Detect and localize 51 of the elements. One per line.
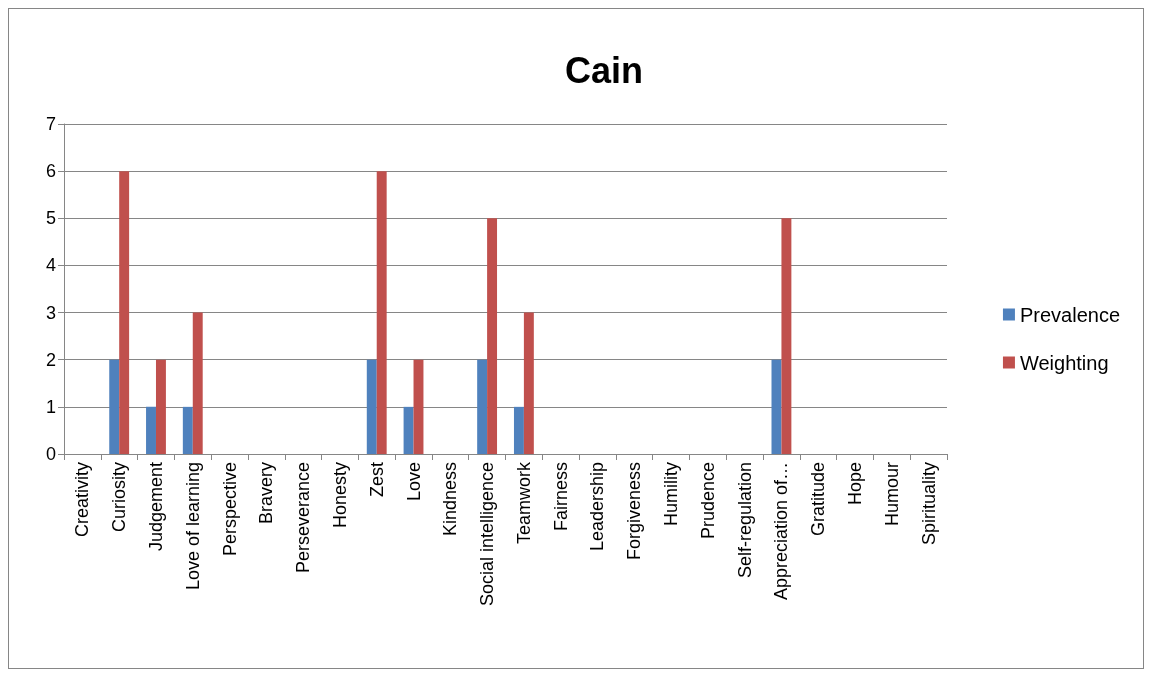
chart-title: Cain: [564, 49, 644, 91]
bar: [771, 359, 782, 454]
bar: [781, 218, 792, 454]
bar: [513, 406, 524, 454]
bar: [119, 171, 130, 454]
legend-label: Prevalence: [1019, 303, 1120, 326]
x-tick-label: Humour: [881, 462, 902, 527]
bar: [109, 359, 120, 454]
x-tick-label: Self-regulation: [734, 462, 755, 579]
x-tick-label: Leadership: [587, 462, 608, 552]
x-tick-label: Honesty: [329, 462, 350, 529]
y-tick-label: 1: [45, 396, 56, 417]
x-tick-label: Teamwork: [513, 461, 534, 545]
bar: [366, 359, 377, 454]
x-tick-label: Humility: [661, 462, 682, 527]
x-tick-label: Curiosity: [109, 462, 130, 533]
bar: [192, 312, 203, 454]
x-tick-label: Love of learning: [182, 462, 203, 591]
legend-label: Weighting: [1019, 351, 1109, 374]
bar: [182, 406, 193, 454]
x-tick-label: Prudence: [697, 462, 718, 540]
bar: [477, 359, 488, 454]
x-tick-label: Bravery: [256, 462, 277, 525]
x-tick-label: Gratitude: [808, 462, 829, 537]
x-tick-label: Perspective: [219, 462, 240, 557]
bar: [376, 171, 387, 454]
x-tick-label: Fairness: [550, 462, 571, 532]
y-tick-label: 7: [45, 114, 56, 134]
y-tick-label: 0: [45, 444, 56, 464]
x-tick-label: Forgiveness: [624, 462, 645, 561]
x-tick-label: Love: [403, 462, 424, 502]
x-tick-label: Hope: [845, 462, 866, 506]
x-tick-label: Social intelligence: [477, 462, 498, 607]
y-tick-label: 6: [45, 161, 56, 182]
bar: [403, 406, 414, 454]
y-tick-label: 3: [45, 302, 56, 323]
y-tick-label: 5: [45, 208, 56, 229]
x-tick-label: Spirituality: [918, 462, 939, 546]
bar: [523, 312, 534, 454]
x-tick-label: Creativity: [72, 462, 93, 538]
bar: [413, 359, 424, 454]
x-tick-label: Zest: [366, 462, 387, 498]
y-tick-label: 4: [45, 255, 56, 276]
x-tick-label: Judgement: [145, 462, 166, 552]
bar: [155, 359, 166, 454]
x-tick-label: Appreciation of…: [771, 462, 792, 601]
bar: [146, 406, 156, 454]
x-tick-label: Kindness: [440, 462, 461, 537]
y-tick-label: 2: [45, 349, 56, 370]
bar: [487, 218, 498, 454]
x-tick-label: Perseverance: [293, 462, 314, 574]
